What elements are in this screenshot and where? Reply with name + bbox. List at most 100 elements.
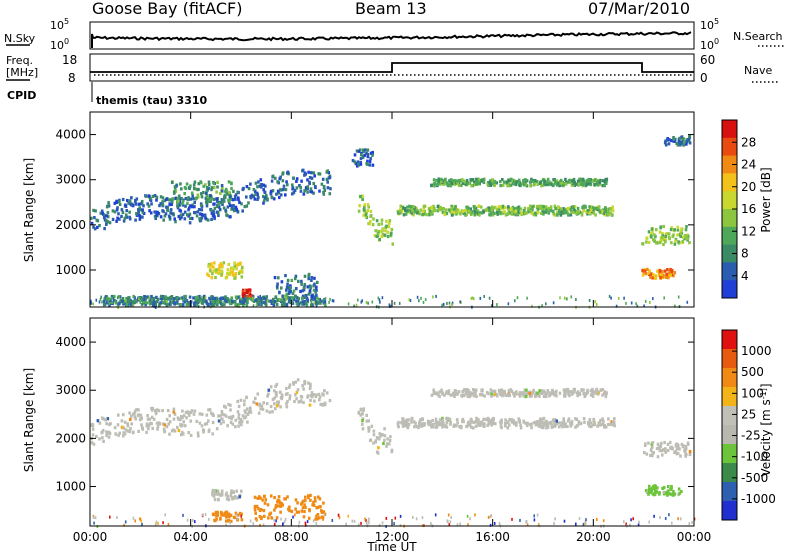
power-echo-cell	[134, 296, 136, 300]
velocity-echo-cell	[273, 402, 276, 406]
power-echo-cell	[656, 269, 659, 273]
velocity-echo-cell	[236, 410, 240, 414]
power-echo-cell	[301, 168, 305, 172]
power-echo-cell	[493, 206, 496, 210]
velocity-echo-cell	[669, 492, 673, 496]
power-echo-cell	[679, 232, 683, 236]
power-echo-cell	[207, 197, 211, 201]
power-echo-cell	[281, 172, 284, 176]
velocity-ytick-label: 2000	[55, 431, 86, 445]
power-echo-cell	[280, 286, 283, 290]
power-echo-cell	[94, 209, 97, 213]
velocity-echo-cell	[444, 391, 448, 395]
velocity-echo-cell	[101, 430, 104, 434]
velocity-echo-cell	[265, 409, 269, 413]
velocity-echo-cell	[682, 444, 685, 448]
velocity-echo-cell	[533, 514, 535, 518]
power-echo-cell	[545, 180, 548, 184]
power-echo-cell	[560, 207, 563, 211]
power-echo-cell	[237, 271, 241, 275]
velocity-echo-cell	[361, 427, 365, 431]
power-echo-cell	[602, 179, 605, 183]
power-echo-cell	[367, 301, 369, 305]
velocity-echo-cell	[134, 519, 136, 523]
power-echo-cell	[151, 194, 155, 198]
velocity-echo-cell	[216, 489, 220, 493]
power-echo-cell	[525, 211, 528, 215]
velocity-echo-cell	[222, 420, 225, 424]
velocity-echo-cell	[288, 397, 291, 401]
power-echo-cell	[284, 188, 288, 192]
velocity-echo-cell	[120, 419, 124, 423]
power-echo-cell	[96, 225, 99, 229]
velocity-echo-cell	[130, 414, 133, 418]
velocity-echo-cell	[282, 522, 284, 526]
velocity-echo-cell	[182, 414, 186, 418]
velocity-echo-cell	[525, 423, 529, 428]
velocity-echo-cell	[545, 426, 548, 430]
power-echo-cell	[647, 230, 651, 234]
power-echo-cell	[117, 200, 121, 204]
velocity-echo-cell	[261, 498, 264, 502]
power-echo-cell	[539, 211, 543, 215]
power-echo-cell	[424, 298, 427, 302]
power-echo-cell	[477, 178, 481, 182]
power-echo-cell	[230, 266, 233, 270]
velocity-echo-cell	[522, 420, 526, 424]
power-echo-cell	[231, 299, 234, 303]
velocity-echo-cell	[404, 424, 407, 428]
power-echo-cell	[591, 179, 594, 183]
velocity-echo-cell	[655, 446, 659, 451]
velocity-echo-cell	[252, 400, 256, 404]
nsearch-tick-bottom: 100	[700, 37, 719, 52]
velocity-echo-cell	[213, 498, 217, 502]
velocity-echo-cell	[668, 513, 670, 517]
velocity-echo-cell	[288, 394, 292, 398]
power-echo-cell	[211, 272, 214, 276]
power-echo-cell	[106, 211, 110, 215]
velocity-echo-cell	[488, 419, 491, 423]
velocity-echo-cell	[447, 389, 451, 393]
power-echo-cell	[227, 262, 231, 266]
power-echo-cell	[454, 207, 457, 211]
power-echo-cell	[368, 159, 372, 164]
power-echo-cell	[465, 208, 469, 212]
power-echo-cell	[218, 268, 221, 272]
power-echo-cell	[313, 174, 316, 178]
velocity-echo-cell	[481, 393, 485, 397]
power-echo-cell	[298, 184, 301, 188]
power-echo-cell	[256, 197, 259, 201]
velocity-echo-cell	[466, 514, 469, 518]
power-echo-cell	[261, 301, 265, 305]
velocity-echo-cell	[659, 444, 663, 448]
power-echo-cell	[361, 299, 363, 303]
power-echo-cell	[297, 297, 301, 301]
power-echo-cell	[327, 171, 331, 175]
velocity-echo-cell	[557, 421, 561, 425]
velocity-echo-cell	[487, 515, 490, 519]
power-echo-cell	[213, 261, 216, 265]
power-echo-cell	[386, 230, 390, 234]
velocity-echo-cell	[478, 393, 482, 397]
power-echo-cell	[155, 195, 159, 199]
power-echo-cell	[134, 200, 137, 204]
power-echo-cell	[232, 207, 235, 211]
power-echo-cell	[258, 184, 262, 188]
power-colorbar-segment	[722, 155, 737, 174]
power-echo-cell	[96, 219, 100, 223]
power-echo-cell	[219, 302, 222, 305]
power-echo-cell	[454, 204, 457, 209]
power-echo-cell	[155, 299, 159, 303]
power-echo-cell	[439, 208, 443, 212]
velocity-echo-cell	[519, 518, 521, 522]
velocity-echo-cell	[198, 421, 202, 425]
power-echo-cell	[285, 297, 287, 301]
power-echo-cell	[301, 296, 304, 300]
velocity-echo-cell	[231, 414, 235, 418]
velocity-echo-cell	[233, 515, 237, 519]
velocity-echo-cell	[313, 496, 317, 500]
velocity-echo-cell	[147, 423, 151, 427]
power-echo-cell	[264, 303, 268, 307]
velocity-echo-cell	[161, 409, 164, 413]
velocity-echo-cell	[165, 425, 169, 429]
